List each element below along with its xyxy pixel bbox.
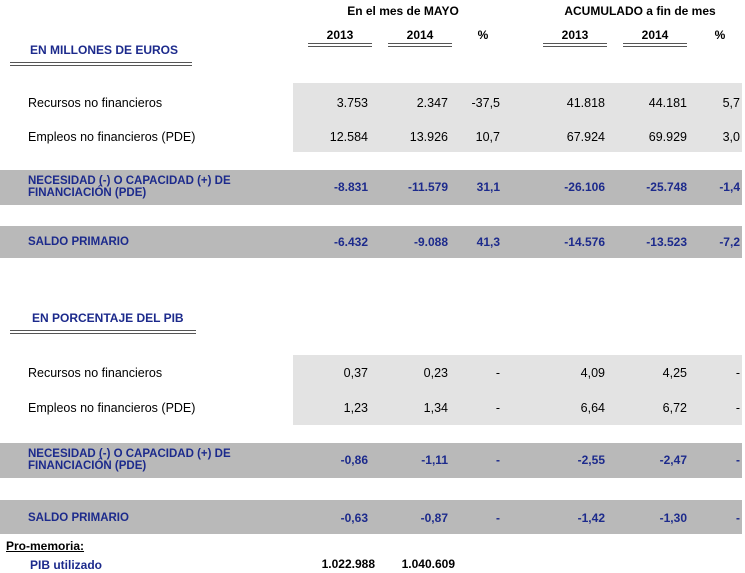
cell-value: -: [735, 401, 740, 415]
memo-value: 1.040.609: [401, 557, 455, 571]
column-header: 2014: [641, 28, 669, 42]
cell-value: 2.347: [416, 96, 448, 110]
cell-value: 4,25: [662, 366, 687, 380]
memo-title: Pro-memoria:: [6, 539, 85, 553]
cell-value: 3.753: [336, 96, 368, 110]
section-underline: [10, 330, 196, 334]
cell-value: 4,09: [580, 366, 605, 380]
cell-value: -: [735, 366, 740, 380]
cell-value: -13.523: [646, 235, 687, 249]
cell-value: 6,64: [580, 401, 605, 415]
cell-value: 5,7: [722, 96, 740, 110]
row-label: Empleos no financieros (PDE): [28, 401, 196, 415]
cell-value: -37,5: [471, 96, 501, 110]
light-band: [293, 83, 742, 152]
cell-value: -: [736, 511, 740, 525]
cell-value: 6,72: [662, 401, 687, 415]
column-header: %: [477, 28, 489, 42]
header-underline: [308, 43, 372, 47]
cell-value: -7,2: [719, 235, 740, 249]
cell-value: 12.584: [329, 130, 368, 144]
row-label: Empleos no financieros (PDE): [28, 130, 196, 144]
cell-value: -1,30: [659, 511, 687, 525]
cell-value: -25.748: [646, 180, 687, 194]
cell-value: 1,34: [423, 401, 448, 415]
header-underline: [543, 43, 607, 47]
column-header: 2013: [326, 28, 354, 42]
cell-value: -14.576: [564, 235, 605, 249]
cell-value: -0,63: [340, 511, 368, 525]
cell-value: -1,42: [577, 511, 605, 525]
cell-value: -: [736, 453, 740, 467]
cell-value: -2,47: [659, 453, 687, 467]
header-underline: [623, 43, 687, 47]
cell-value: 1,23: [343, 401, 368, 415]
dark-band: [0, 226, 742, 258]
period-header: En el mes de MAYO: [347, 4, 459, 18]
column-header: 2013: [561, 28, 589, 42]
dark-band: [0, 443, 742, 478]
cell-value: 13.926: [409, 130, 448, 144]
cell-value: 10,7: [475, 130, 500, 144]
header-underline: [388, 43, 452, 47]
cell-value: -0,86: [340, 453, 368, 467]
cell-value: 44.181: [648, 96, 687, 110]
memo-label: PIB utilizado: [30, 558, 102, 572]
section-title: EN PORCENTAJE DEL PIB: [32, 311, 184, 325]
dark-band: [0, 170, 742, 205]
cell-value: 3,0: [722, 130, 740, 144]
row-label: SALDO PRIMARIO: [28, 236, 129, 248]
cell-value: -1,4: [719, 180, 740, 194]
cell-value: 0,23: [423, 366, 448, 380]
memo-value: 1.022.988: [321, 557, 375, 571]
cell-value: 67.924: [566, 130, 605, 144]
cell-value: -0,87: [420, 511, 448, 525]
cell-value: -: [496, 453, 500, 467]
cell-value: 41,3: [476, 235, 500, 249]
row-label: Recursos no financieros: [28, 366, 163, 380]
cell-value: -: [495, 366, 500, 380]
cell-value: 41.818: [566, 96, 605, 110]
period-header: ACUMULADO a fin de mes: [564, 4, 716, 18]
cell-value: -: [495, 401, 500, 415]
cell-value: -: [496, 511, 500, 525]
column-header: 2014: [406, 28, 434, 42]
cell-value: -2,55: [577, 453, 605, 467]
cell-value: -1,11: [421, 453, 448, 467]
section-underline: [10, 62, 192, 66]
cell-value: 69.929: [648, 130, 687, 144]
row-label: Recursos no financieros: [28, 96, 163, 110]
row-label: NECESIDAD (-) O CAPACIDAD (+) DE FINANCI…: [28, 448, 231, 472]
cell-value: -9.088: [413, 235, 448, 249]
dark-band: [0, 500, 742, 534]
cell-value: -11.579: [407, 180, 448, 194]
section-title: EN MILLONES DE EUROS: [30, 43, 179, 57]
cell-value: 31,1: [476, 180, 500, 194]
cell-value: -8.831: [333, 180, 368, 194]
row-label: SALDO PRIMARIO: [28, 512, 129, 524]
cell-value: -26.106: [564, 180, 605, 194]
cell-value: -6.432: [333, 235, 368, 249]
column-header: %: [714, 28, 726, 42]
light-band: [293, 355, 742, 425]
row-label: NECESIDAD (-) O CAPACIDAD (+) DE FINANCI…: [28, 175, 231, 199]
cell-value: 0,37: [343, 366, 368, 380]
